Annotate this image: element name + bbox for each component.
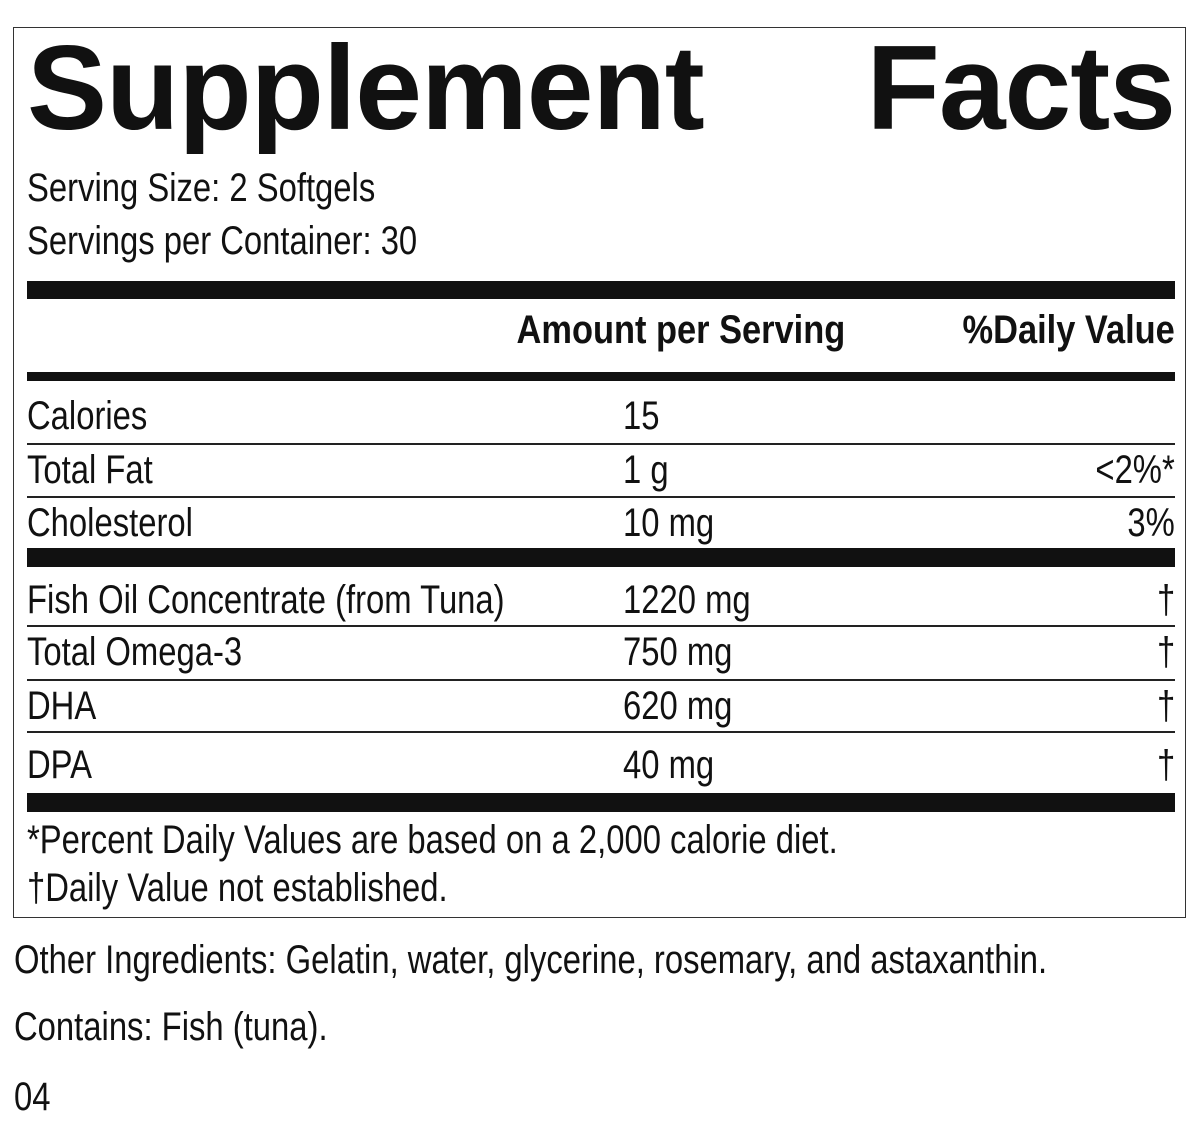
servings-per-container: Servings per Container: 30 [27, 219, 418, 263]
row-name: DPA [27, 743, 93, 787]
column-header: Amount per Serving [516, 308, 845, 352]
thick-bar [27, 281, 1175, 299]
row-amount: 1 g [623, 448, 669, 492]
other-ingredients: Other Ingredients: Gelatin, water, glyce… [14, 938, 1048, 982]
row-name: Fish Oil Concentrate (from Tuna) [27, 578, 505, 622]
row-name: Calories [27, 394, 148, 438]
thick-bar [27, 372, 1175, 381]
row-name: Total Fat [27, 448, 153, 492]
row-rule [27, 679, 1175, 681]
row-name: DHA [27, 684, 97, 728]
row-amount: 40 mg [623, 743, 715, 787]
row-rule [27, 731, 1175, 733]
row-rule [27, 496, 1175, 498]
row-daily-value: † [1156, 743, 1175, 787]
row-daily-value: † [1156, 684, 1175, 728]
row-amount: 620 mg [623, 684, 733, 728]
row-amount: 1220 mg [623, 578, 751, 622]
column-header: %Daily Value [962, 308, 1175, 352]
title: Supplement Facts [27, 21, 1176, 155]
row-name: Total Omega-3 [27, 630, 243, 674]
row-rule [27, 625, 1175, 627]
contains: Contains: Fish (tuna). [14, 1005, 328, 1049]
thick-bar [27, 548, 1175, 567]
thick-bar [27, 793, 1175, 812]
row-rule [27, 443, 1175, 445]
row-amount: 750 mg [623, 630, 733, 674]
row-daily-value: 3% [1127, 501, 1175, 545]
row-daily-value: † [1156, 630, 1175, 674]
row-daily-value: <2%* [1095, 448, 1175, 492]
row-amount: 10 mg [623, 501, 715, 545]
row-daily-value: † [1156, 578, 1175, 622]
footnote: *Percent Daily Values are based on a 2,0… [27, 818, 838, 862]
row-amount: 15 [623, 394, 660, 438]
facts-box [13, 27, 1186, 918]
row-name: Cholesterol [27, 501, 193, 545]
code: 04 [14, 1075, 51, 1119]
serving-size: Serving Size: 2 Softgels [27, 166, 376, 210]
footnote: †Daily Value not established. [27, 866, 448, 910]
